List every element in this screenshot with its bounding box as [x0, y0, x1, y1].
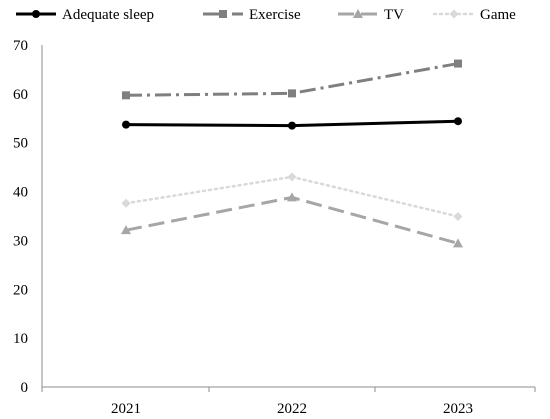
legend: Adequate sleep Exercise TV Game [16, 7, 516, 23]
data-point [287, 172, 297, 182]
legend-label: TV [384, 7, 404, 23]
data-point [122, 120, 130, 129]
x-axis: 2021 2022 2023 [41, 386, 536, 417]
data-point [454, 117, 462, 126]
x-tick-label: 2023 [443, 401, 473, 417]
legend-item: Adequate sleep [16, 7, 154, 23]
legend-item: TV [338, 7, 404, 23]
y-tick-label: 60 [13, 87, 28, 103]
data-point [121, 225, 131, 235]
x-tick-label: 2021 [111, 401, 141, 417]
legend-label: Game [480, 7, 516, 23]
data-point [121, 198, 131, 208]
legend-label: Exercise [249, 7, 301, 23]
data-point [454, 59, 462, 68]
data-point [287, 192, 297, 202]
series-game [121, 172, 463, 221]
legend-marker [449, 9, 459, 19]
y-tick-label: 10 [13, 331, 28, 347]
data-point [453, 211, 463, 221]
data-point [288, 121, 296, 130]
y-tick-label: 50 [13, 136, 28, 152]
legend-label: Adequate sleep [62, 7, 154, 23]
legend-marker [32, 10, 40, 18]
plot-area [121, 59, 463, 248]
y-axis: 0 10 20 30 40 50 60 70 [13, 38, 43, 396]
legend-item: Game [432, 7, 516, 23]
legend-marker [219, 10, 227, 18]
legend-item: Exercise [203, 7, 301, 23]
x-tick-label: 2022 [277, 401, 307, 417]
series-exercise [122, 59, 462, 100]
y-tick-label: 40 [13, 185, 28, 201]
series-tv [121, 192, 463, 248]
y-tick-label: 30 [13, 233, 28, 249]
series-adequate-sleep [122, 117, 462, 130]
y-tick-label: 20 [13, 282, 28, 298]
legend-marker [353, 9, 363, 18]
data-point [453, 238, 463, 248]
y-tick-label: 70 [13, 38, 28, 54]
data-point [122, 91, 130, 100]
y-tick-label: 0 [21, 380, 29, 396]
data-point [288, 89, 296, 98]
